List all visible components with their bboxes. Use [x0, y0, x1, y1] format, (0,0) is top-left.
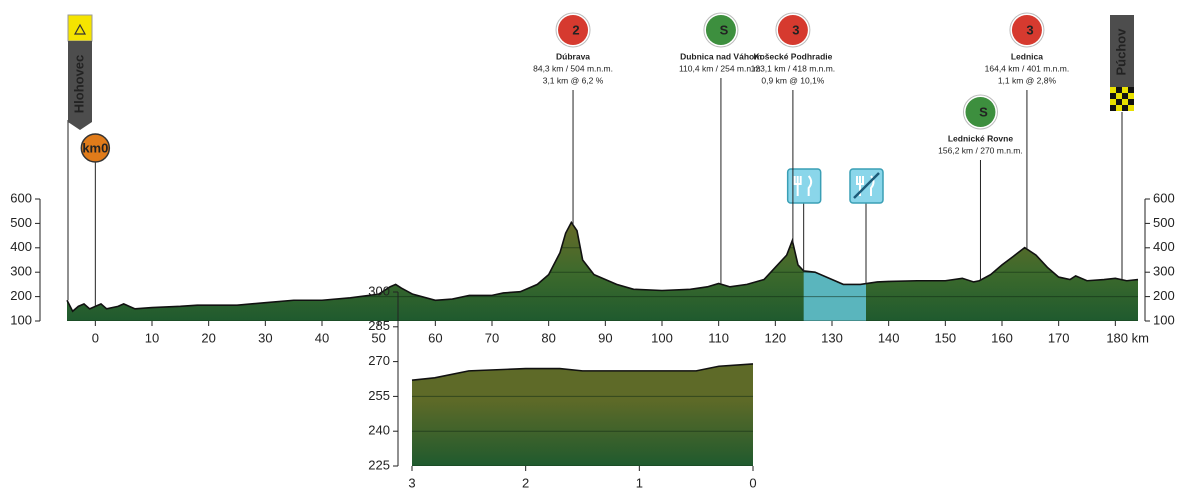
y-tick-label: 300	[368, 283, 390, 298]
x-tick-label: 90	[598, 330, 612, 345]
finish-check	[1116, 105, 1122, 111]
annotation-name: Košecké Podhradie	[753, 51, 832, 61]
km0-label: km0	[82, 140, 108, 155]
y-tick-label: 240	[368, 423, 390, 438]
annotation-detail: 0,9 km @ 10,1%	[761, 75, 824, 85]
y-tick-label: 255	[368, 388, 390, 403]
annotation-name: Dubnica nad Váhom	[680, 51, 762, 61]
badge	[965, 97, 996, 127]
annotation-name: Lednica	[1011, 51, 1043, 61]
annotation-name: Dúbrava	[556, 51, 590, 61]
annotation-detail: 84,3 km / 504 m.n.m.	[533, 63, 613, 73]
x-tick-label: 2	[522, 475, 529, 490]
x-tick-label: 1	[636, 475, 643, 490]
x-tick-label: 80	[541, 330, 555, 345]
x-tick-label: 0	[749, 475, 756, 490]
x-tick-label: 30	[258, 330, 272, 345]
badge	[705, 15, 736, 45]
x-tick-label: 10	[145, 330, 159, 345]
annotation-detail: 123,1 km / 418 m.n.m.	[751, 63, 836, 73]
x-tick-label: 70	[485, 330, 499, 345]
y-tick-label: 600	[1153, 190, 1175, 205]
y-tick-label: 200	[10, 288, 32, 303]
finish-check	[1122, 93, 1128, 99]
y-tick-label: 285	[368, 318, 390, 333]
y-tick-label: 270	[368, 353, 390, 368]
x-tick-label: 50	[371, 330, 385, 345]
badge-label: S	[720, 22, 729, 37]
finish-check	[1110, 87, 1116, 93]
finish-check	[1116, 93, 1122, 99]
finish-check	[1122, 87, 1128, 93]
finish-check	[1116, 87, 1122, 93]
y-tick-label: 300	[1153, 264, 1175, 279]
profile-line	[411, 363, 754, 381]
x-tick-label: 140	[878, 330, 900, 345]
start-flag-top	[67, 14, 93, 42]
start-icon	[73, 23, 87, 35]
badge	[777, 15, 808, 45]
x-tick-label: 120	[764, 330, 786, 345]
finish-check	[1128, 87, 1134, 93]
x-tick-label: 20	[201, 330, 215, 345]
feed-cross	[853, 172, 880, 199]
annotation-detail: 110,4 km / 254 m.n.m.	[679, 63, 763, 73]
x-tick-label: 130	[821, 330, 843, 345]
annotation-detail: 164,4 km / 401 m.n.m.	[985, 63, 1070, 73]
finish-check	[1128, 105, 1134, 111]
start-flag	[68, 41, 92, 130]
y-tick-label: 500	[1153, 215, 1175, 230]
y-tick-label: 500	[10, 215, 32, 230]
x-tick-label: 180 km	[1106, 330, 1149, 345]
feed-zone	[803, 222, 866, 321]
badge-label: 3	[1026, 22, 1033, 37]
profile-fill	[67, 222, 1138, 321]
badge	[1011, 15, 1042, 45]
profile-fill	[412, 363, 753, 466]
badge-label: 2	[572, 22, 579, 37]
finish-check	[1116, 99, 1122, 105]
y-tick-label: 300	[10, 264, 32, 279]
x-tick-label: 170	[1048, 330, 1070, 345]
finish-check	[1128, 93, 1134, 99]
y-tick-label: 225	[368, 457, 390, 472]
finish-check	[1128, 99, 1134, 105]
badge-label: S	[979, 104, 988, 119]
finish-check	[1122, 99, 1128, 105]
x-tick-label: 3	[408, 475, 415, 490]
finish-check	[1110, 105, 1116, 111]
annotation-name: Lednické Rovne	[948, 133, 1013, 143]
finish-check	[1122, 105, 1128, 111]
finish-check	[1110, 99, 1116, 105]
annotation-detail: 1,1 km @ 2,8%	[998, 75, 1057, 85]
finish-flag	[1110, 15, 1134, 87]
x-tick-label: 160	[991, 330, 1013, 345]
badge-label: 3	[792, 22, 799, 37]
finish-check	[1110, 93, 1116, 99]
y-tick-label: 100	[1153, 312, 1175, 327]
x-tick-label: 150	[934, 330, 956, 345]
y-tick-label: 100	[10, 312, 32, 327]
profile-line	[66, 220, 1139, 313]
y-tick-label: 600	[10, 190, 32, 205]
x-tick-label: 60	[428, 330, 442, 345]
x-tick-label: 100	[651, 330, 673, 345]
finish-label: Púchov	[1113, 28, 1128, 76]
x-tick-label: 0	[92, 330, 99, 345]
x-tick-label: 110	[708, 330, 729, 345]
y-tick-label: 400	[1153, 239, 1175, 254]
y-tick-label: 400	[10, 239, 32, 254]
km0-badge	[80, 133, 111, 163]
annotation-detail: 156,2 km / 270 m.n.m.	[938, 145, 1023, 155]
start-label: Hlohovec	[71, 55, 86, 114]
feed-glyph	[793, 175, 813, 196]
feed-icon	[786, 168, 822, 204]
annotation-detail: 3,1 km @ 6,2 %	[543, 75, 604, 85]
badge	[558, 15, 589, 45]
y-tick-label: 200	[1153, 288, 1175, 303]
profile-area	[67, 222, 1138, 321]
profile-area	[412, 363, 753, 466]
x-tick-label: 40	[315, 330, 329, 345]
